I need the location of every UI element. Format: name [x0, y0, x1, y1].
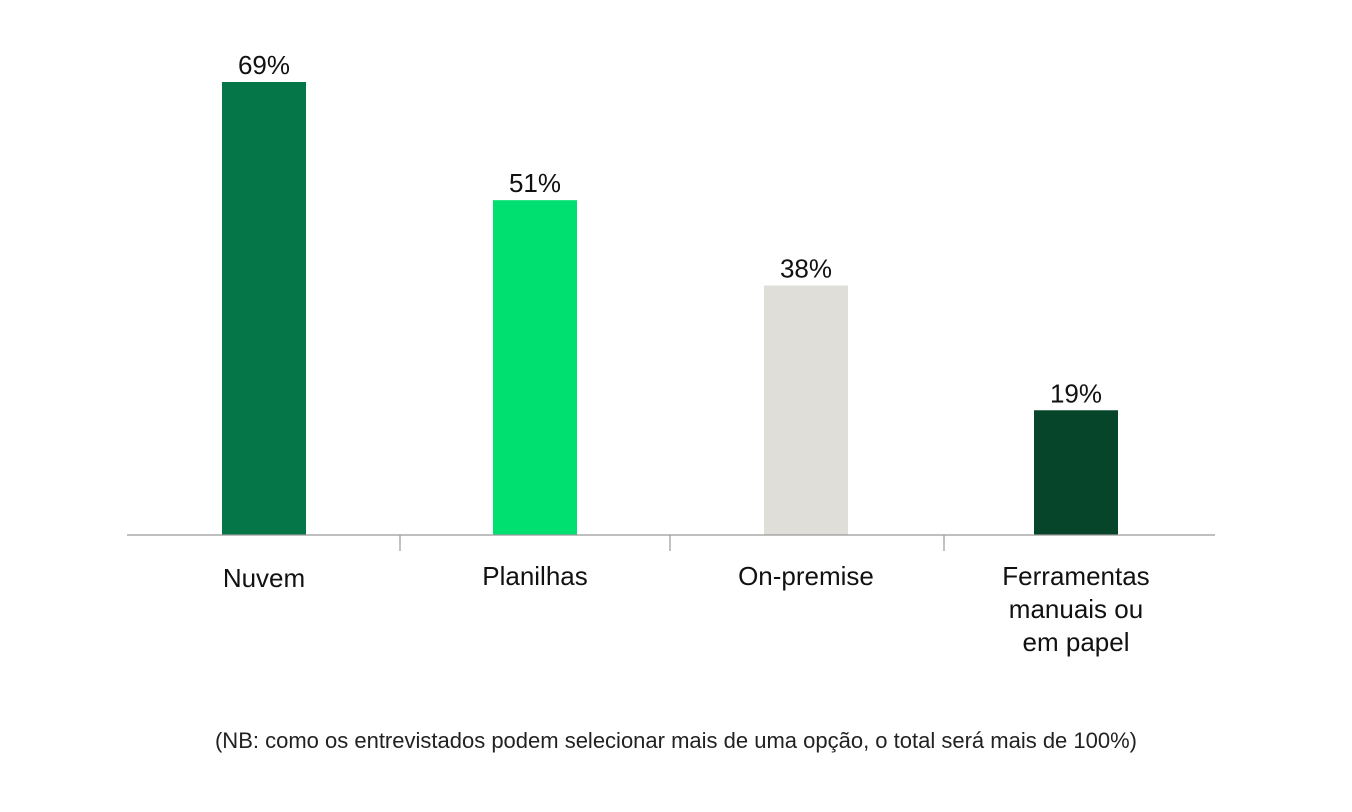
value-label-nuvem: 69% [238, 50, 290, 80]
category-label-ferramentas: Ferramentas manuais ou em papel [1002, 561, 1150, 657]
category-label-nuvem: Nuvem [222, 563, 306, 593]
category-label-on-premise: On-premise [738, 561, 874, 591]
x-axis [127, 534, 1215, 551]
footnote: (NB: como os entrevistados podem selecio… [214, 728, 1137, 753]
value-labels-layer: 69% 51% 38% 19% [238, 50, 1102, 408]
bar-nuvem [222, 82, 306, 535]
bar-ferramentas [1034, 410, 1118, 535]
value-label-planilhas: 51% [509, 168, 561, 198]
bar-on-premise [764, 285, 848, 535]
bars-layer [222, 82, 1118, 535]
bar-planilhas [493, 200, 577, 535]
category-label-planilhas: Planilhas [482, 561, 588, 591]
value-label-on-premise: 38% [780, 254, 832, 284]
value-label-ferramentas: 19% [1050, 378, 1102, 408]
